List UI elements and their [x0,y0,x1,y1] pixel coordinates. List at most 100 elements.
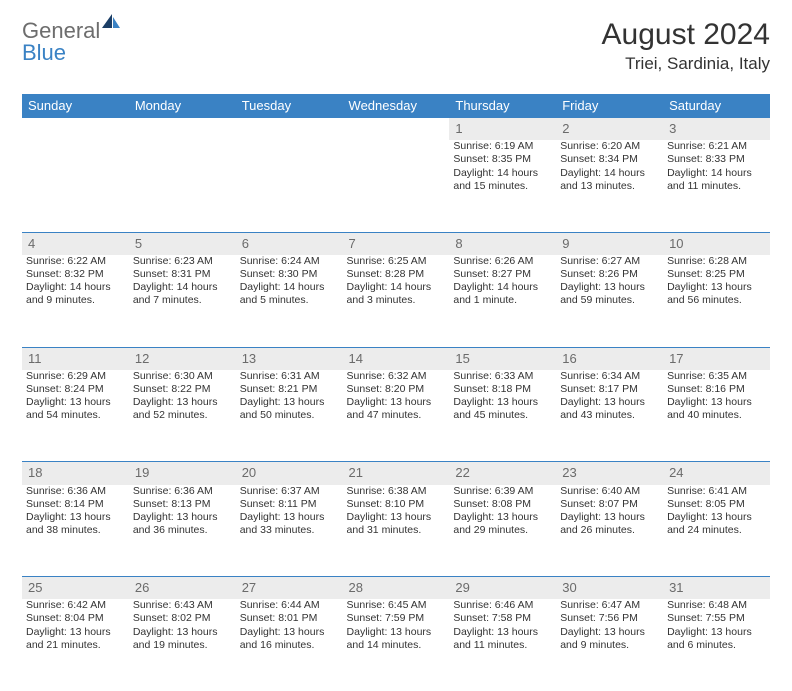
day-detail-line: Sunset: 7:56 PM [560,612,659,625]
day-detail-line: and 9 minutes. [26,294,125,307]
day-detail-line: Sunrise: 6:31 AM [240,370,339,383]
day-detail-line: Sunset: 8:22 PM [133,383,232,396]
day-cell: Sunrise: 6:19 AMSunset: 8:35 PMDaylight:… [449,140,556,232]
day-number: 22 [449,462,556,485]
day-detail-line: Sunset: 8:02 PM [133,612,232,625]
day-detail-line: Sunrise: 6:32 AM [347,370,446,383]
day-number: 16 [556,347,663,370]
day-number: 10 [663,232,770,255]
day-header: Friday [556,94,663,118]
day-detail-line: Daylight: 13 hours [560,396,659,409]
sail-icon [100,12,122,35]
day-detail-line: Sunset: 8:27 PM [453,268,552,281]
day-cell [236,140,343,232]
day-detail-line: Daylight: 14 hours [347,281,446,294]
calendar-table: SundayMondayTuesdayWednesdayThursdayFrid… [22,94,770,691]
day-detail-line: and 59 minutes. [560,294,659,307]
day-detail-line: Sunrise: 6:35 AM [667,370,766,383]
day-cell: Sunrise: 6:33 AMSunset: 8:18 PMDaylight:… [449,370,556,462]
day-detail-line: Sunrise: 6:46 AM [453,599,552,612]
day-detail-line: and 13 minutes. [560,180,659,193]
day-cell: Sunrise: 6:48 AMSunset: 7:55 PMDaylight:… [663,599,770,691]
day-detail-line: Daylight: 13 hours [667,511,766,524]
day-detail-line: Daylight: 13 hours [240,511,339,524]
day-header: Wednesday [343,94,450,118]
title-block: August 2024 Triei, Sardinia, Italy [602,18,770,74]
day-cell: Sunrise: 6:39 AMSunset: 8:08 PMDaylight:… [449,485,556,577]
day-cell: Sunrise: 6:46 AMSunset: 7:58 PMDaylight:… [449,599,556,691]
day-number: 11 [22,347,129,370]
day-detail-line: Sunset: 8:31 PM [133,268,232,281]
day-detail-line: Sunrise: 6:22 AM [26,255,125,268]
day-detail-line: Sunset: 8:32 PM [26,268,125,281]
day-cell: Sunrise: 6:35 AMSunset: 8:16 PMDaylight:… [663,370,770,462]
day-detail-line: Daylight: 13 hours [347,511,446,524]
day-detail-line: Sunset: 8:04 PM [26,612,125,625]
daynum-row: 11121314151617 [22,347,770,370]
day-detail-line: Daylight: 13 hours [453,396,552,409]
day-header-row: SundayMondayTuesdayWednesdayThursdayFrid… [22,94,770,118]
day-detail-line: Daylight: 13 hours [667,281,766,294]
day-detail-line: Sunrise: 6:41 AM [667,485,766,498]
day-detail-line: and 19 minutes. [133,639,232,652]
day-number [343,118,450,141]
day-detail-line: Sunrise: 6:23 AM [133,255,232,268]
day-cell: Sunrise: 6:45 AMSunset: 7:59 PMDaylight:… [343,599,450,691]
day-detail-line: Daylight: 14 hours [133,281,232,294]
day-cell: Sunrise: 6:25 AMSunset: 8:28 PMDaylight:… [343,255,450,347]
day-detail-line: and 9 minutes. [560,639,659,652]
day-cell: Sunrise: 6:47 AMSunset: 7:56 PMDaylight:… [556,599,663,691]
day-detail-line: Sunrise: 6:42 AM [26,599,125,612]
day-detail-line: Daylight: 14 hours [560,167,659,180]
day-cell: Sunrise: 6:28 AMSunset: 8:25 PMDaylight:… [663,255,770,347]
day-detail-line: Sunrise: 6:36 AM [26,485,125,498]
day-detail-line: Daylight: 13 hours [560,281,659,294]
day-number: 12 [129,347,236,370]
day-detail-line: and 26 minutes. [560,524,659,537]
day-detail-line: and 3 minutes. [347,294,446,307]
day-detail-line: Sunrise: 6:28 AM [667,255,766,268]
day-detail-line: Sunset: 8:28 PM [347,268,446,281]
day-cell: Sunrise: 6:30 AMSunset: 8:22 PMDaylight:… [129,370,236,462]
day-detail-line: Daylight: 13 hours [26,396,125,409]
day-detail-line: Sunrise: 6:30 AM [133,370,232,383]
day-detail-line: Daylight: 14 hours [26,281,125,294]
day-number: 2 [556,118,663,141]
day-header: Monday [129,94,236,118]
day-detail-line: and 52 minutes. [133,409,232,422]
day-detail-line: Daylight: 13 hours [240,626,339,639]
day-detail-line: Daylight: 13 hours [560,626,659,639]
day-detail-line: Sunset: 8:11 PM [240,498,339,511]
day-detail-line: and 16 minutes. [240,639,339,652]
day-detail-line: Sunset: 8:13 PM [133,498,232,511]
day-detail-line: Sunset: 7:55 PM [667,612,766,625]
day-cell: Sunrise: 6:23 AMSunset: 8:31 PMDaylight:… [129,255,236,347]
day-detail-line: and 11 minutes. [453,639,552,652]
day-detail-line: Sunset: 8:35 PM [453,153,552,166]
day-number: 15 [449,347,556,370]
day-detail-line: and 38 minutes. [26,524,125,537]
day-detail-line: and 54 minutes. [26,409,125,422]
day-header: Saturday [663,94,770,118]
header: General August 2024 Triei, Sardinia, Ita… [22,18,770,74]
day-detail-line: Daylight: 14 hours [667,167,766,180]
content-row: Sunrise: 6:36 AMSunset: 8:14 PMDaylight:… [22,485,770,577]
day-detail-line: Sunset: 7:58 PM [453,612,552,625]
day-cell: Sunrise: 6:36 AMSunset: 8:13 PMDaylight:… [129,485,236,577]
day-number [129,118,236,141]
day-detail-line: Sunrise: 6:45 AM [347,599,446,612]
day-detail-line: Sunset: 8:05 PM [667,498,766,511]
day-detail-line: Sunrise: 6:44 AM [240,599,339,612]
day-cell: Sunrise: 6:38 AMSunset: 8:10 PMDaylight:… [343,485,450,577]
day-number: 3 [663,118,770,141]
day-number: 20 [236,462,343,485]
day-cell: Sunrise: 6:31 AMSunset: 8:21 PMDaylight:… [236,370,343,462]
page-title: August 2024 [602,18,770,52]
day-detail-line: Sunset: 8:24 PM [26,383,125,396]
day-detail-line: and 50 minutes. [240,409,339,422]
day-detail-line: Sunset: 8:30 PM [240,268,339,281]
day-detail-line: and 5 minutes. [240,294,339,307]
day-number [236,118,343,141]
day-detail-line: Daylight: 13 hours [560,511,659,524]
day-detail-line: Sunrise: 6:39 AM [453,485,552,498]
